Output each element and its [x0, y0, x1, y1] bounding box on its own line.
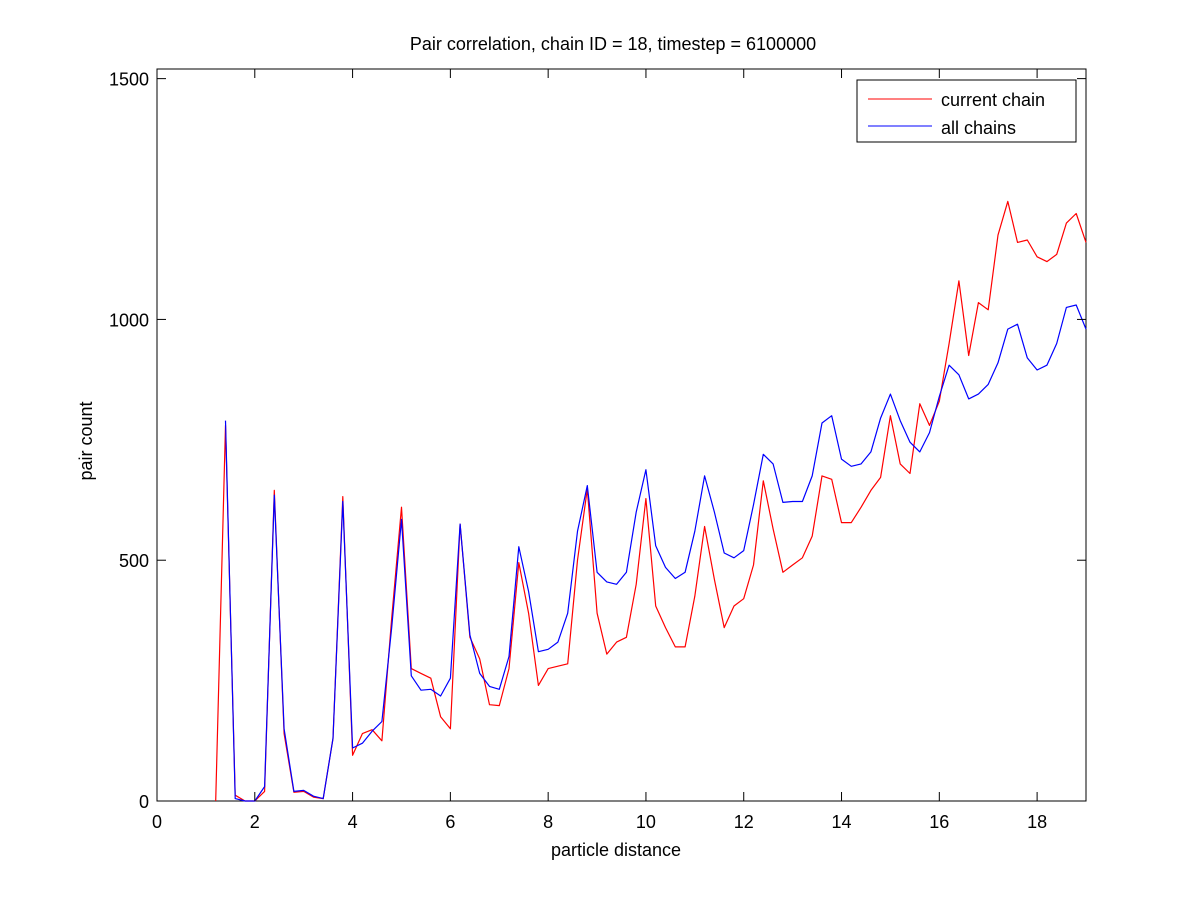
x-tick-label: 6	[445, 812, 455, 832]
series-line-all-chains	[224, 304, 1087, 802]
x-axis-label: particle distance	[551, 840, 681, 860]
x-tick-label: 12	[734, 812, 754, 832]
plot-area: 0 2 4 6 8 10 12 14 16 18 0 500 1000 1500	[109, 68, 1087, 832]
x-tick-label: 10	[636, 812, 656, 832]
legend-label-all-chains: all chains	[941, 118, 1016, 138]
chart-title: Pair correlation, chain ID = 18, timeste…	[410, 34, 816, 54]
y-axis-label: pair count	[76, 401, 96, 480]
series-lines	[215, 200, 1087, 802]
y-tick-label: 0	[139, 792, 149, 812]
y-tick-label: 500	[119, 551, 149, 571]
x-tick-label: 18	[1027, 812, 1047, 832]
x-tick-label: 14	[832, 812, 852, 832]
axes-box	[156, 68, 1087, 802]
x-tick-label: 4	[348, 812, 358, 832]
x-tick-label: 16	[929, 812, 949, 832]
legend: current chain all chains	[856, 79, 1077, 143]
axis-ticks: 0 2 4 6 8 10 12 14 16 18 0 500 1000 1500	[109, 69, 1086, 832]
legend-box	[856, 79, 1077, 143]
x-tick-label: 2	[250, 812, 260, 832]
y-tick-label: 1500	[109, 70, 149, 90]
legend-label-current-chain: current chain	[941, 90, 1045, 110]
y-tick-label: 1000	[109, 310, 149, 330]
x-tick-label: 8	[543, 812, 553, 832]
x-tick-label: 0	[152, 812, 162, 832]
